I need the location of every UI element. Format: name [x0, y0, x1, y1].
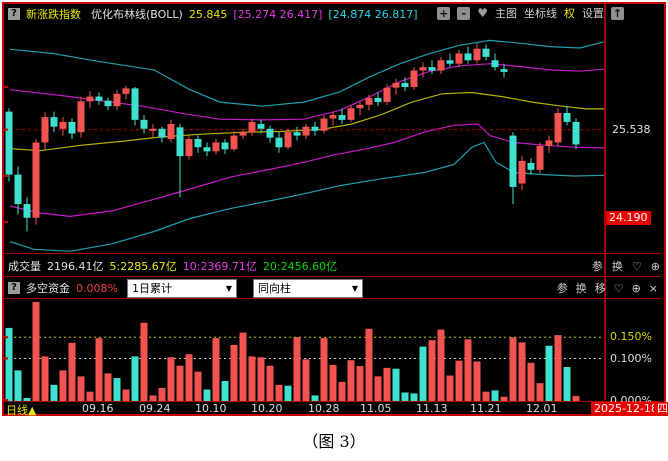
indicator2-switch-button[interactable]: 换 [575, 282, 587, 295]
main-candlestick-chart[interactable] [4, 24, 604, 252]
weekday-badge: 四 [654, 402, 668, 416]
axis-tick [4, 128, 8, 131]
index-title: 新涨跌指数 [26, 8, 81, 21]
favorite-icon[interactable]: ♥ [477, 6, 488, 20]
sub-axis-label: 0.100% [610, 351, 652, 365]
period-dropdown-value: 1日累计 [132, 282, 172, 295]
indicator2-param-button[interactable]: 参 [556, 282, 568, 295]
style-dropdown[interactable]: 同向柱 ▼ [253, 279, 363, 298]
axis-tick [4, 357, 8, 360]
volume-label: 成交量 [8, 260, 41, 273]
axis-tick [4, 399, 8, 401]
price-axis-line [604, 4, 606, 400]
zoom-out-icon[interactable]: - [457, 6, 471, 20]
date-tick-label: 12.01 [526, 402, 558, 415]
volume-magnifier-icon[interactable]: ⊕ [650, 259, 660, 273]
indicator2-label: 多空资金 [26, 282, 70, 295]
date-tick-label: 11.05 [360, 402, 392, 415]
indicator2-header: ? 多空资金 0.008% [8, 280, 118, 296]
period-selector[interactable]: 日线▲ [6, 402, 36, 418]
date-tick-label: 11.21 [470, 402, 502, 415]
indicator2-close-icon[interactable]: × [648, 281, 658, 295]
indicator2-help-icon[interactable]: ? [8, 282, 20, 294]
period-label: 日线 [6, 404, 28, 417]
main-toolbar: + - ♥ 主图 坐标线 权 设置 ↑ [437, 5, 624, 21]
boll-inner-band-values: [25.274 26.417] [233, 7, 323, 21]
indicator2-toolbar: 参 换 移 ♡ ⊕ × [557, 280, 658, 296]
last-price-badge: 24.190 [606, 211, 651, 225]
separator-2 [3, 276, 661, 277]
indicator-name: 优化布林线(BOLL) [91, 8, 183, 21]
volume-total: 2196.41亿 [47, 260, 104, 273]
indicator2-favorite-icon[interactable]: ♡ [613, 281, 624, 295]
period-dropdown[interactable]: 1日累计 ▼ [127, 279, 237, 298]
volume-ma5: 5:2285.67亿 [109, 260, 177, 273]
separator-3 [3, 298, 661, 299]
axis-tick [4, 220, 8, 223]
indicator2-value: 0.008% [76, 281, 118, 295]
main-chart-button[interactable]: 主图 [495, 7, 517, 20]
histogram-layer [5, 301, 580, 401]
candles-layer [5, 43, 580, 232]
separator-4 [3, 401, 661, 402]
figure-caption: （图 3） [302, 432, 366, 451]
triangle-up-icon: ▲ [28, 404, 37, 417]
boll-upper_inner [9, 63, 604, 121]
rights-button[interactable]: 权 [564, 7, 575, 20]
boll-middle [9, 91, 604, 152]
volume-toolbar: 参 换 ♡ ⊕ [592, 258, 660, 274]
volume-favorite-icon[interactable]: ♡ [631, 259, 642, 273]
indicator2-move-button[interactable]: 移 [594, 282, 606, 295]
volume-ma20: 20:2456.60亿 [262, 260, 338, 273]
price-ref-label: 25.538 [612, 123, 651, 136]
axis-line-button[interactable]: 坐标线 [524, 7, 557, 20]
separator-1 [3, 253, 661, 254]
indicator2-magnifier-icon[interactable]: ⊕ [631, 281, 641, 295]
boll-upper_outer [9, 39, 604, 107]
chevron-down-icon-2: ▼ [351, 284, 358, 293]
axis-tick [4, 336, 8, 339]
expand-icon[interactable]: ↑ [611, 6, 624, 20]
date-tick-label: 09.16 [82, 402, 114, 415]
date-tick-label: 09.24 [139, 402, 171, 415]
date-tick-label: 10.10 [195, 402, 227, 415]
date-tick-label: 10.28 [308, 402, 340, 415]
volume-row: 成交量 2196.41亿 5:2285.67亿 10:2369.71亿 20:2… [8, 258, 337, 274]
axis-tick [4, 175, 8, 177]
volume-switch-button[interactable]: 换 [611, 260, 623, 273]
volume-param-button[interactable]: 参 [591, 260, 603, 273]
date-axis: 日线▲ 09.16 09.24 10.10 10.20 10.28 11.05 11.13 1… [3, 402, 668, 418]
settings-button[interactable]: 设置 [582, 7, 604, 20]
axis-tick [4, 85, 8, 88]
main-header: ? 新涨跌指数 优化布林线(BOLL) 25.845 [25.274 26.41… [8, 6, 417, 22]
help-icon[interactable]: ? [8, 8, 20, 20]
boll-mid-value: 25.845 [188, 7, 228, 21]
volume-ma10: 10:2369.71亿 [182, 260, 257, 273]
chevron-down-icon: ▼ [225, 284, 232, 293]
current-date-badge: 2025-12-18 [591, 402, 661, 416]
sub-histogram-chart[interactable] [4, 299, 604, 401]
sub-axis-label: 0.150% [610, 330, 652, 344]
style-dropdown-value: 同向柱 [258, 282, 291, 295]
date-tick-label: 10.20 [251, 402, 283, 415]
date-tick-label: 11.13 [416, 402, 448, 415]
boll-outer-band-values: [24.874 26.817] [328, 7, 418, 21]
zoom-in-icon[interactable]: + [437, 6, 451, 20]
